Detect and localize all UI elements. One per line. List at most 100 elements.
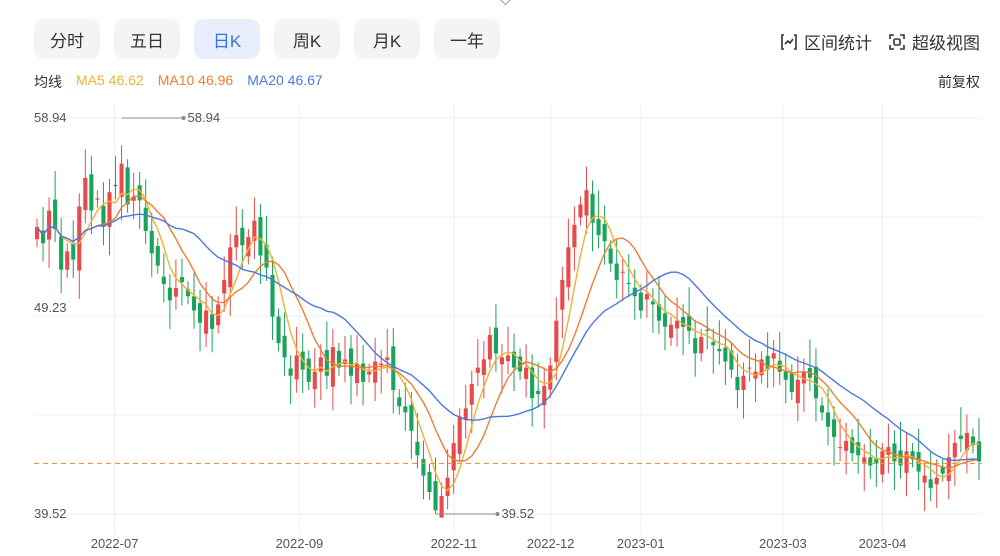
- candle-body: [880, 451, 885, 475]
- candle-body: [312, 371, 317, 390]
- range-stats-icon: [780, 33, 798, 51]
- chart-tools: 区间统计 超级视图: [780, 29, 980, 54]
- candle-body: [856, 442, 861, 456]
- candle-body: [71, 244, 76, 260]
- candle-body: [47, 210, 52, 240]
- candle-body: [777, 360, 782, 372]
- range-stats-button[interactable]: 区间统计: [780, 29, 872, 54]
- candle-body: [874, 458, 879, 464]
- candle-body: [385, 357, 390, 360]
- candle-body: [608, 248, 613, 264]
- candle-body: [288, 368, 293, 376]
- max-marker-dot: [181, 116, 186, 120]
- candle-body: [433, 480, 438, 511]
- candle-body: [475, 367, 480, 373]
- super-view-button[interactable]: 超级视图: [888, 29, 980, 54]
- ma10-line: [36, 194, 980, 469]
- candle-body: [457, 416, 462, 455]
- candle-body: [976, 441, 982, 462]
- candle-body: [222, 279, 227, 294]
- candle-body: [191, 296, 197, 311]
- candle-body: [614, 263, 619, 280]
- candle-body: [650, 301, 655, 305]
- candle-body: [234, 235, 239, 248]
- candle-body: [264, 244, 269, 268]
- x-tick-label: 2023-01: [617, 536, 665, 551]
- candle-body: [590, 193, 595, 223]
- candle-body: [125, 167, 130, 205]
- candle-body: [668, 324, 674, 338]
- tab-intraday[interactable]: 分时: [34, 19, 100, 59]
- candle-body: [747, 367, 752, 369]
- candle-body: [723, 347, 728, 362]
- candle-body: [789, 372, 794, 393]
- candle-body: [445, 477, 450, 497]
- candle-body: [469, 383, 474, 405]
- candle-body: [246, 237, 251, 257]
- candle-body: [952, 443, 957, 458]
- candle-body: [560, 279, 565, 310]
- y-tick-max: 58.94: [34, 110, 67, 125]
- candle-body: [699, 337, 704, 354]
- candle-body: [59, 236, 64, 270]
- candle-body: [336, 350, 341, 368]
- candle-body: [850, 437, 855, 454]
- candle-body: [536, 390, 541, 395]
- candle-body: [711, 341, 716, 346]
- candle-body: [228, 247, 233, 288]
- y-tick-mid: 49.23: [34, 300, 67, 315]
- candle-body: [765, 355, 770, 370]
- candle-body: [771, 353, 776, 359]
- candle-body: [795, 379, 800, 404]
- candle-body: [675, 320, 680, 329]
- candle-body: [511, 351, 517, 368]
- x-tick-label: 2022-09: [276, 536, 324, 551]
- candle-body: [566, 247, 571, 288]
- candle-body: [886, 447, 891, 455]
- candle-body: [584, 190, 589, 216]
- candle-body: [554, 320, 559, 362]
- candle-body: [113, 184, 118, 187]
- min-price-label: 39.52: [502, 506, 535, 521]
- candle-body: [143, 207, 148, 231]
- candle-body: [361, 363, 366, 382]
- tab-one-year[interactable]: 一年: [434, 19, 500, 59]
- price-adjust-toggle[interactable]: 前复权: [938, 74, 980, 90]
- max-price-label: 58.94: [188, 110, 221, 125]
- candle-body: [204, 310, 209, 334]
- candle-body: [868, 457, 873, 466]
- x-tick-label: 2023-03: [759, 536, 807, 551]
- candle-body: [681, 317, 686, 327]
- kline-chart[interactable]: 58.94 49.23 39.52 58.94 39.52 2022-07 20…: [0, 100, 1000, 556]
- fullscreen-icon: [888, 33, 906, 51]
- candle-body: [819, 405, 825, 413]
- candle-body: [729, 350, 734, 370]
- candle-body: [620, 271, 625, 273]
- candle-body: [294, 355, 299, 380]
- candle-body: [41, 230, 46, 244]
- candle-body: [173, 288, 178, 297]
- candle-body: [687, 315, 692, 331]
- candle-body: [119, 163, 124, 198]
- candle-body: [940, 466, 945, 474]
- period-tabs: 分时 五日 日K 周K 月K 一年: [34, 19, 500, 59]
- candle-body: [783, 371, 788, 380]
- tab-monthly-k[interactable]: 月K: [354, 19, 420, 59]
- candle-body: [518, 356, 523, 372]
- ma20-line: [36, 213, 980, 462]
- candle-body: [101, 205, 106, 227]
- tab-five-day[interactable]: 五日: [114, 19, 180, 59]
- candle-body: [759, 359, 764, 376]
- candle-body: [801, 371, 806, 384]
- candle-body: [258, 217, 263, 256]
- tab-daily-k[interactable]: 日K: [194, 19, 260, 59]
- candle-body: [922, 475, 927, 483]
- candle-body: [662, 313, 668, 327]
- candle-body: [578, 204, 583, 218]
- range-stats-label: 区间统计: [804, 34, 872, 53]
- candle-body: [904, 451, 909, 473]
- chart-grid: [34, 104, 982, 534]
- candle-body: [735, 376, 740, 391]
- tab-weekly-k[interactable]: 周K: [274, 19, 340, 59]
- x-tick-label: 2022-11: [431, 536, 478, 551]
